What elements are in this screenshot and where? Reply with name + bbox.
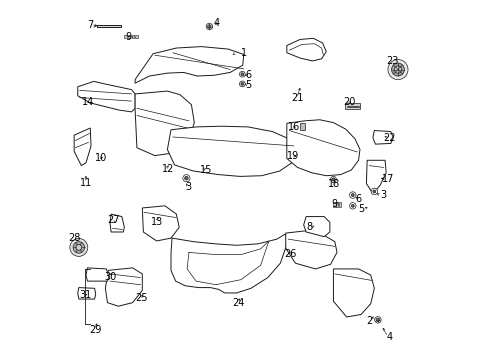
Polygon shape — [128, 35, 130, 38]
Circle shape — [374, 317, 380, 323]
Circle shape — [241, 82, 244, 85]
Polygon shape — [303, 217, 329, 237]
Circle shape — [73, 242, 84, 253]
Text: 4: 4 — [214, 18, 220, 28]
Text: 21: 21 — [290, 93, 303, 103]
Text: 2: 2 — [366, 316, 372, 325]
Polygon shape — [78, 81, 135, 112]
Text: 3: 3 — [185, 182, 191, 192]
Text: 19: 19 — [286, 150, 299, 161]
Text: 25: 25 — [135, 293, 147, 303]
Polygon shape — [74, 128, 91, 166]
Text: 10: 10 — [94, 153, 107, 163]
Circle shape — [330, 176, 336, 182]
Text: 26: 26 — [284, 248, 296, 258]
Polygon shape — [110, 214, 124, 232]
Polygon shape — [142, 206, 179, 241]
Text: 27: 27 — [107, 215, 120, 225]
Polygon shape — [124, 35, 126, 38]
Circle shape — [239, 81, 244, 87]
Circle shape — [206, 23, 212, 30]
Polygon shape — [97, 25, 121, 27]
Text: 17: 17 — [381, 174, 393, 184]
Polygon shape — [333, 269, 373, 317]
Circle shape — [391, 63, 404, 76]
Circle shape — [351, 204, 353, 207]
Text: 28: 28 — [68, 233, 80, 243]
Text: 5: 5 — [244, 80, 251, 90]
Text: 31: 31 — [79, 291, 91, 301]
Polygon shape — [131, 35, 134, 38]
Circle shape — [370, 188, 377, 195]
Circle shape — [349, 192, 355, 198]
Polygon shape — [171, 234, 286, 293]
Polygon shape — [286, 39, 325, 61]
Polygon shape — [286, 120, 359, 176]
Polygon shape — [372, 131, 392, 144]
Polygon shape — [336, 202, 338, 207]
Circle shape — [387, 59, 407, 80]
Text: 16: 16 — [287, 122, 300, 132]
Text: 18: 18 — [327, 179, 339, 189]
Polygon shape — [135, 46, 244, 83]
Circle shape — [207, 25, 211, 28]
Text: 22: 22 — [383, 133, 395, 143]
Polygon shape — [78, 288, 96, 299]
Text: 4: 4 — [386, 332, 391, 342]
Text: 7: 7 — [87, 20, 94, 30]
Text: 5: 5 — [358, 204, 364, 215]
Circle shape — [351, 194, 353, 197]
Text: 24: 24 — [231, 298, 244, 308]
Circle shape — [375, 318, 379, 321]
Polygon shape — [333, 202, 335, 207]
Polygon shape — [167, 126, 296, 176]
Text: 13: 13 — [150, 217, 163, 227]
Text: 20: 20 — [343, 97, 355, 107]
Circle shape — [239, 71, 244, 77]
Circle shape — [241, 73, 244, 76]
Polygon shape — [344, 103, 359, 109]
Text: 30: 30 — [104, 272, 116, 282]
Polygon shape — [135, 35, 137, 38]
Circle shape — [331, 178, 334, 181]
Text: 6: 6 — [354, 194, 360, 204]
Circle shape — [372, 190, 375, 193]
Circle shape — [76, 244, 81, 250]
Text: 12: 12 — [162, 163, 174, 174]
Polygon shape — [135, 91, 194, 156]
Polygon shape — [105, 268, 142, 306]
Text: 11: 11 — [80, 178, 92, 188]
Text: 9: 9 — [125, 32, 131, 42]
Text: 3: 3 — [380, 190, 386, 200]
Polygon shape — [299, 123, 304, 130]
Text: 15: 15 — [199, 165, 212, 175]
Polygon shape — [366, 160, 386, 194]
Polygon shape — [285, 231, 336, 269]
Polygon shape — [86, 268, 109, 281]
Circle shape — [394, 66, 401, 73]
Text: 14: 14 — [82, 97, 95, 107]
Text: 1: 1 — [241, 48, 246, 58]
Polygon shape — [339, 202, 341, 207]
Text: 6: 6 — [244, 70, 251, 80]
Text: 23: 23 — [386, 56, 398, 66]
Text: 29: 29 — [89, 325, 102, 335]
Circle shape — [70, 238, 88, 256]
Circle shape — [349, 203, 355, 209]
Text: 8: 8 — [305, 222, 312, 232]
Circle shape — [183, 175, 190, 182]
Text: 9: 9 — [330, 199, 337, 210]
Circle shape — [184, 176, 188, 180]
